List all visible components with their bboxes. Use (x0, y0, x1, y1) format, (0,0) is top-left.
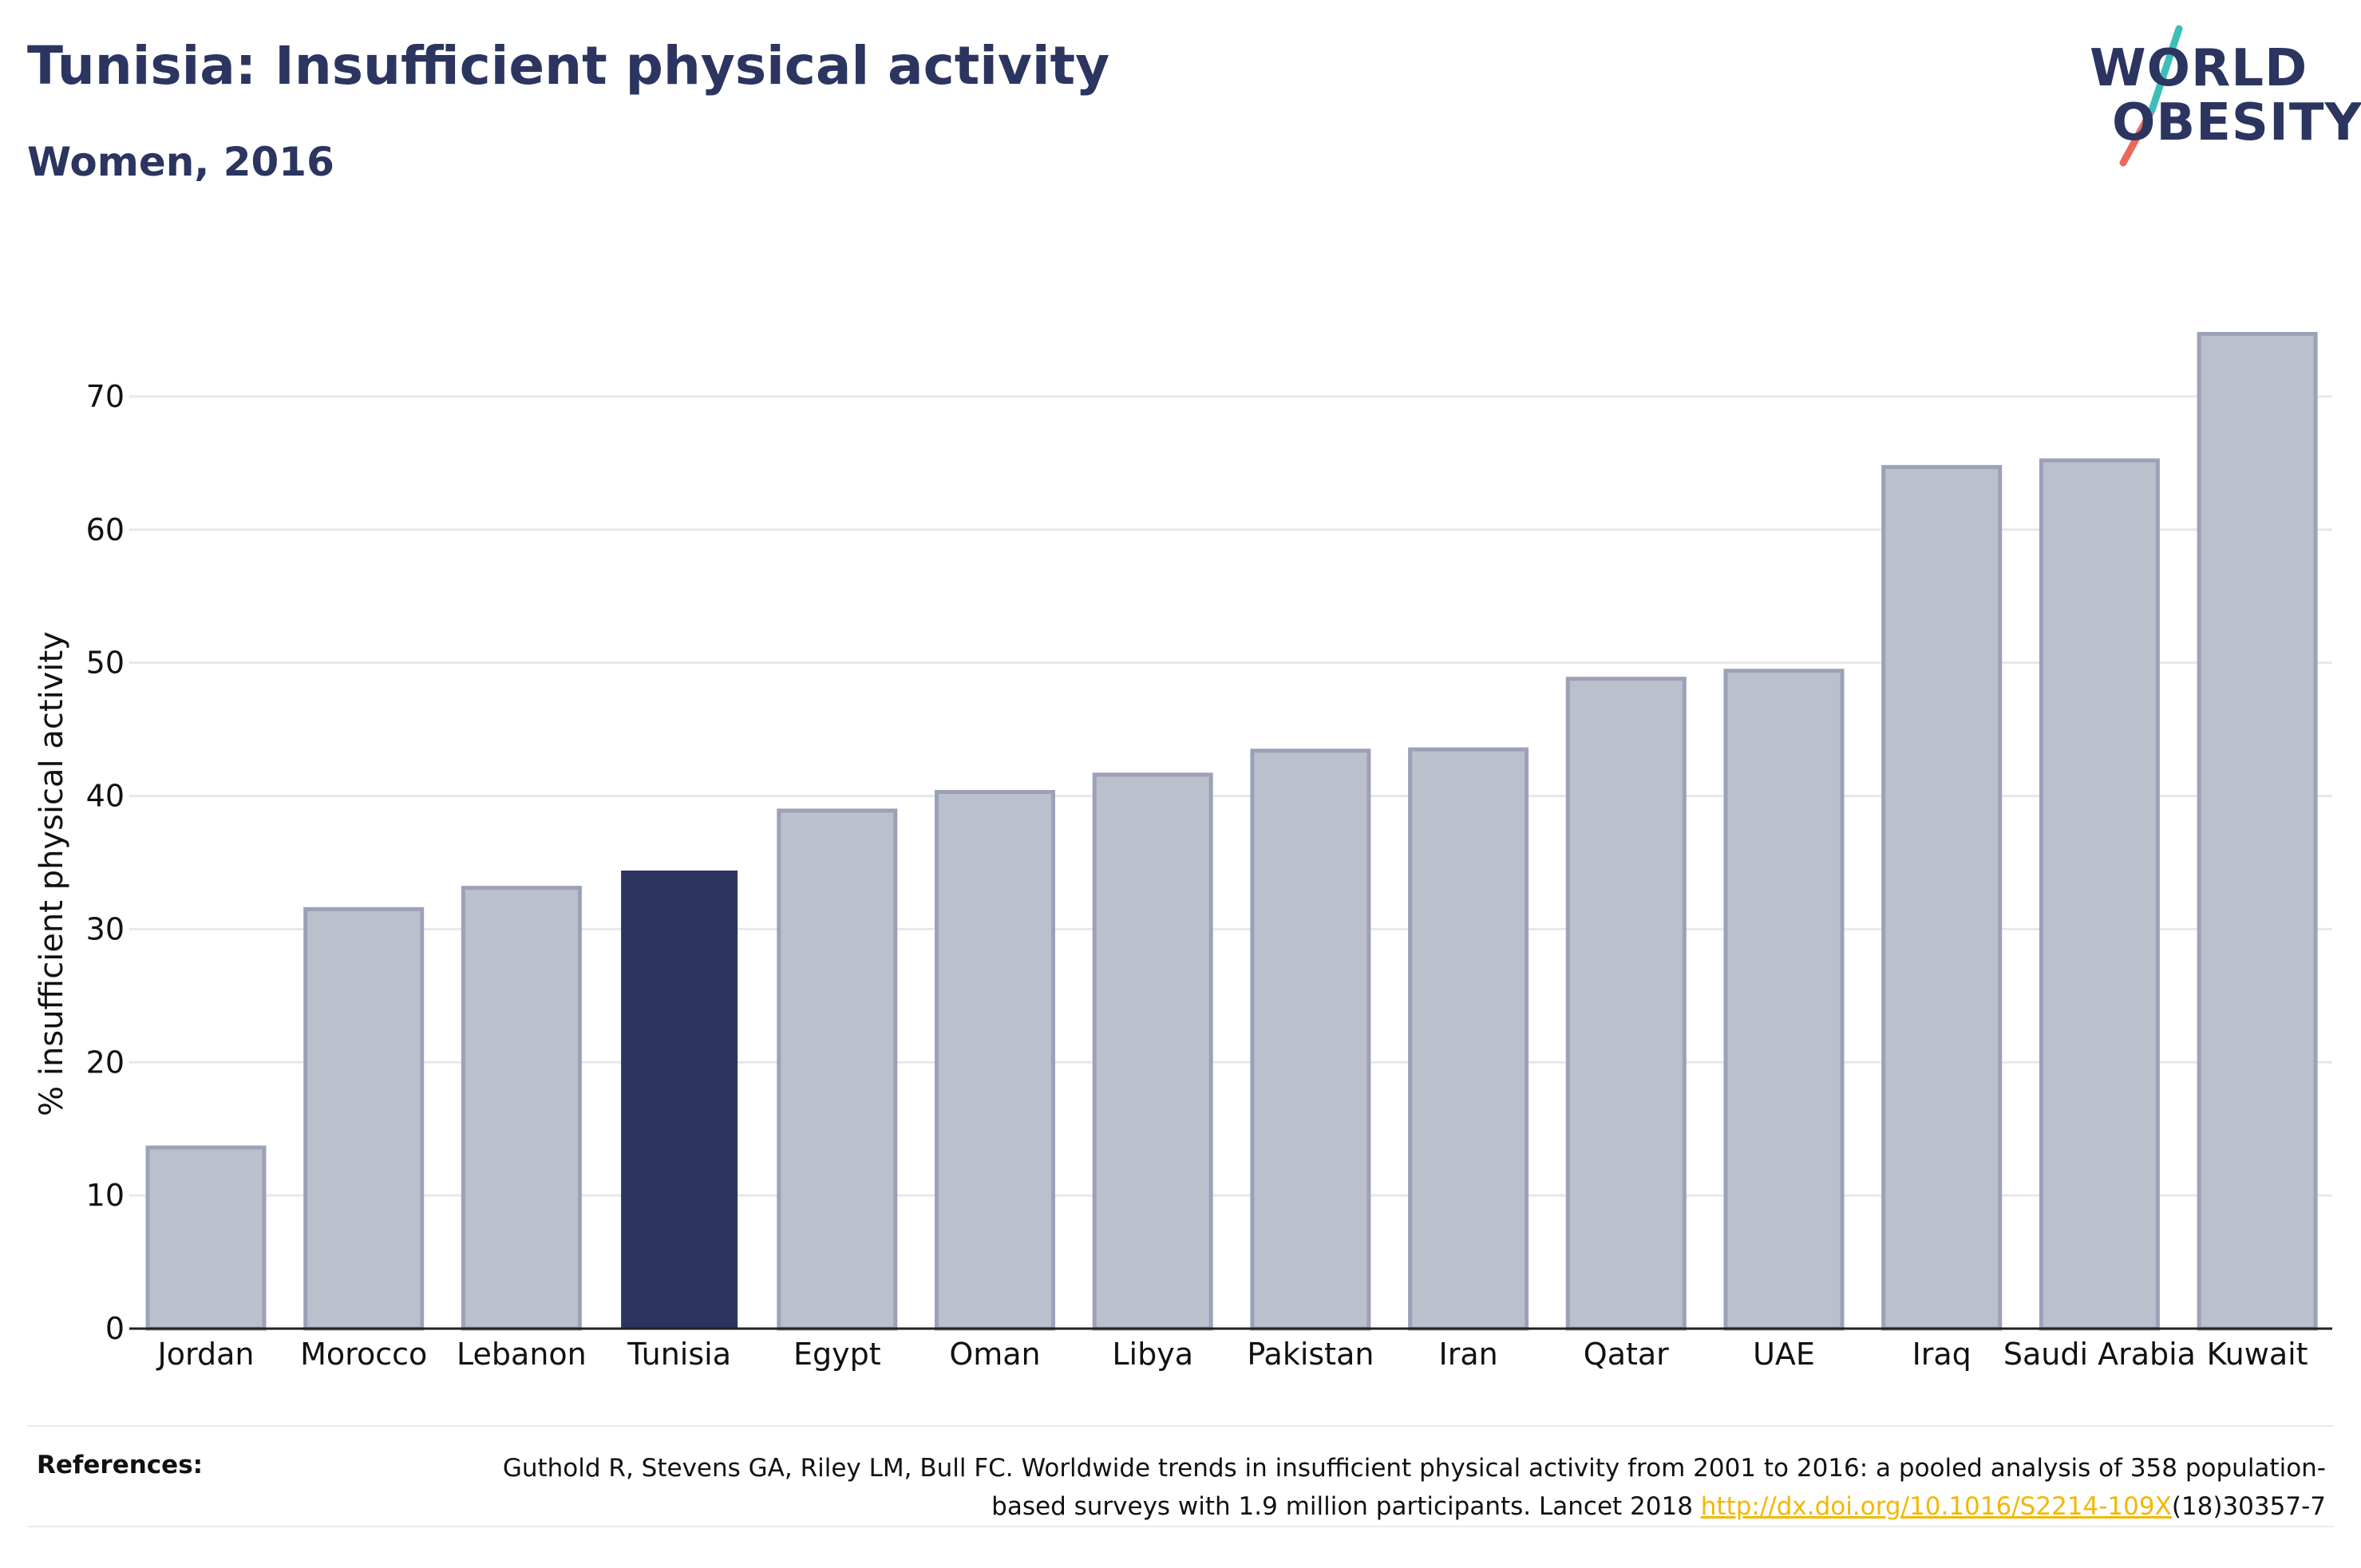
x-tick-label: Libya (1112, 1337, 1193, 1372)
bars (145, 331, 2318, 1331)
y-tick-label: 70 (86, 379, 125, 414)
bar[interactable] (935, 789, 1055, 1331)
x-tick-label: Kuwait (2207, 1337, 2308, 1372)
references-bottom-divider (27, 1526, 2334, 1527)
logo-slash-icon (2119, 25, 2183, 167)
logo-word-world: WORLD (2090, 39, 2308, 98)
x-tick-label: Egypt (793, 1337, 881, 1372)
y-tick-label: 40 (86, 779, 125, 814)
x-tick-label: Qatar (1584, 1337, 1669, 1372)
bar[interactable] (1408, 747, 1529, 1331)
x-tick-label: Morocco (300, 1337, 427, 1372)
y-axis-label: % insufficient physical activity (34, 631, 70, 1116)
references-label: References: (37, 1451, 204, 1479)
y-tick-label: 0 (105, 1311, 125, 1346)
bar-highlighted[interactable] (621, 870, 738, 1329)
bar[interactable] (303, 906, 425, 1331)
x-tick-label: Lebanon (457, 1337, 587, 1372)
bar-chart: 0 10 20 30 40 50 60 70 Jordan Morocco Lebanon Tunis… (34, 331, 2332, 1372)
y-tick-label: 60 (86, 512, 125, 547)
axes: 0 10 20 30 40 50 60 70 Jordan Morocco Lebanon Tunis… (86, 379, 2332, 1372)
x-tick-label: Saudi Arabia (2003, 1337, 2196, 1372)
chart-subtitle: Women, 2016 (27, 139, 334, 185)
y-tick-label: 10 (86, 1178, 125, 1213)
reference-doi-link[interactable]: http://dx.doi.org/10.1016/S2214-109X (1700, 1492, 2172, 1521)
bar[interactable] (461, 886, 582, 1331)
reference-citation: Guthold R, Stevens GA, Riley LM, Bull FC… (502, 1454, 2326, 1521)
references-text: Guthold R, Stevens GA, Riley LM, Bull FC… (490, 1449, 2326, 1526)
bar[interactable] (1250, 748, 1371, 1331)
x-tick-label: Pakistan (1247, 1337, 1374, 1372)
reference-citation-suffix: (18)30357-7 (2171, 1492, 2326, 1521)
x-tick-label: Jordan (156, 1337, 255, 1372)
world-obesity-logo[interactable]: WORLD OBESITY (2075, 22, 2361, 174)
chart-title: Tunisia: Insufficient physical activity (27, 35, 1110, 97)
y-tick-label: 20 (86, 1045, 125, 1080)
x-tick-label: Oman (949, 1337, 1040, 1372)
bar[interactable] (1092, 772, 1213, 1331)
bar[interactable] (777, 808, 898, 1331)
x-tick-label: Tunisia (627, 1337, 731, 1372)
x-tick-label: UAE (1753, 1337, 1815, 1372)
x-tick-label: Iraq (1912, 1337, 1971, 1372)
bar[interactable] (2039, 458, 2160, 1331)
bar[interactable] (2197, 331, 2318, 1331)
logo-word-obesity: OBESITY (2112, 93, 2361, 152)
bar[interactable] (1723, 669, 1845, 1331)
bar[interactable] (145, 1145, 267, 1331)
bar[interactable] (1565, 677, 1687, 1331)
y-tick-label: 50 (86, 646, 125, 681)
y-tick-label: 30 (86, 911, 125, 946)
bar[interactable] (1881, 464, 2003, 1331)
references-top-divider (27, 1425, 2334, 1427)
x-tick-label: Iran (1438, 1337, 1497, 1372)
